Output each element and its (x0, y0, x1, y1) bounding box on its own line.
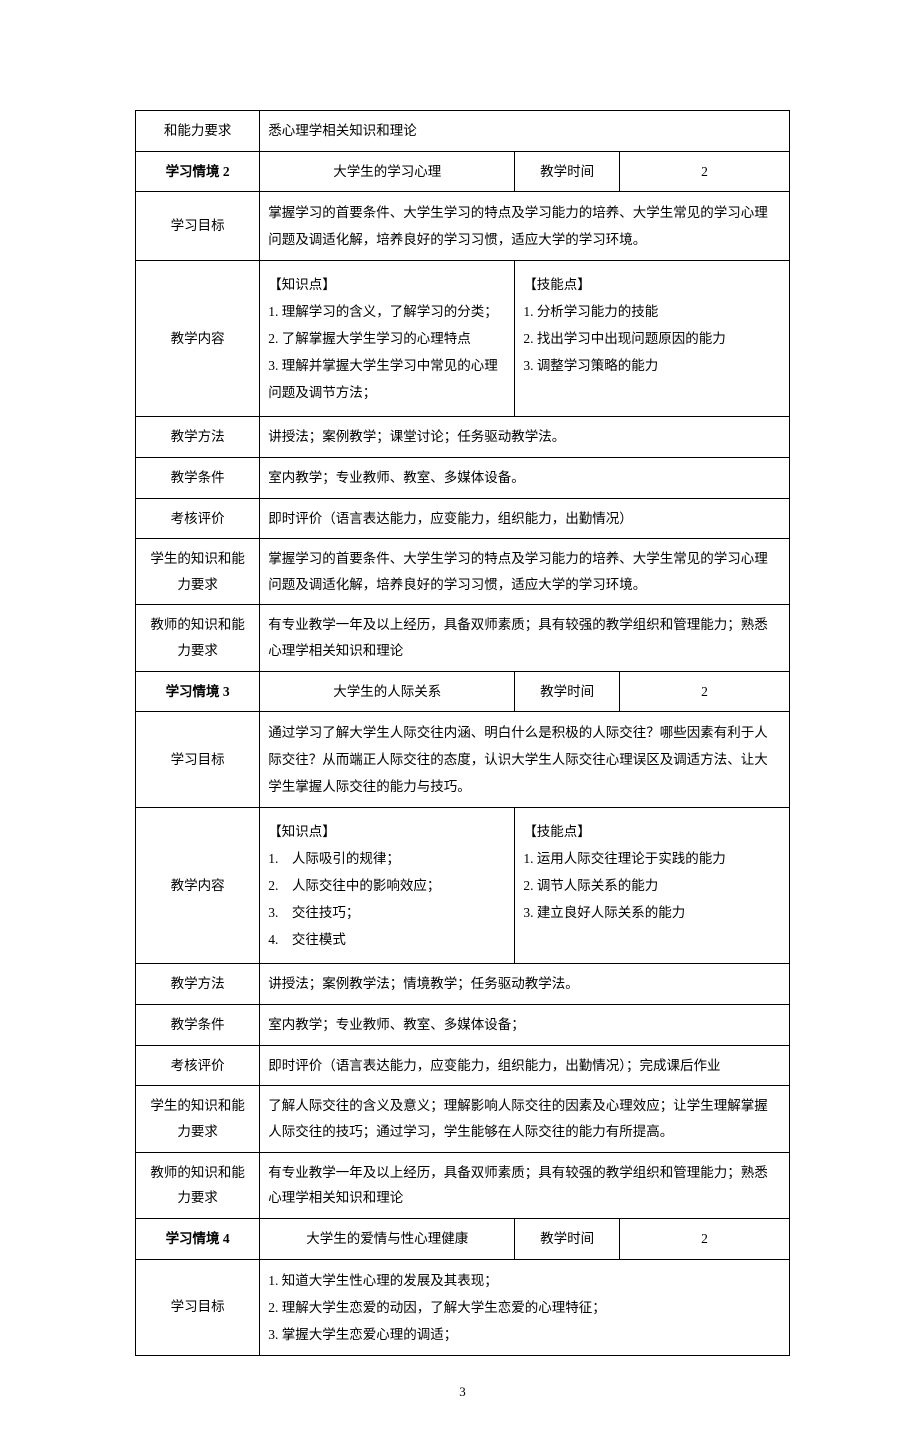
s2-student: 掌握学习的首要条件、大学生学习的特点及学习能力的培养、大学生常见的学习心理问题及… (260, 539, 790, 605)
skill-item: 3. 调整学习策略的能力 (523, 352, 781, 379)
skill-item: 3. 建立良好人际关系的能力 (523, 899, 781, 926)
s3-teacher: 有专业教学一年及以上经历，具备双师素质；具有较强的教学组织和管理能力；熟悉心理学… (260, 1152, 790, 1218)
label-evaluation: 考核评价 (136, 498, 260, 539)
knowledge-header: 【知识点】 (268, 271, 506, 298)
table-row: 学生的知识和能力要求 了解人际交往的含义及意义；理解影响人际交往的因素及心理效应… (136, 1086, 790, 1152)
label-method: 教学方法 (136, 417, 260, 458)
knowledge-item: 2. 了解掌握大学生学习的心理特点 (268, 325, 506, 352)
teacher-req-cont: 悉心理学相关知识和理论 (260, 111, 790, 152)
s3-method: 讲授法；案例教学法；情境教学；任务驱动教学法。 (260, 964, 790, 1005)
skill-item: 2. 调节人际关系的能力 (523, 872, 781, 899)
s3-skill: 【技能点】 1. 运用人际交往理论于实践的能力 2. 调节人际关系的能力 3. … (515, 808, 790, 964)
table-row: 学习目标 通过学习了解大学生人际交往内涵、明白什么是积极的人际交往？哪些因素有利… (136, 712, 790, 808)
s3-evaluation: 即时评价（语言表达能力，应变能力，组织能力，出勤情况）；完成课后作业 (260, 1045, 790, 1086)
s2-knowledge: 【知识点】 1. 理解学习的含义，了解学习的分类； 2. 了解掌握大学生学习的心… (260, 261, 515, 417)
skill-item: 2. 找出学习中出现问题原因的能力 (523, 325, 781, 352)
label-condition: 教学条件 (136, 457, 260, 498)
table-row: 学习目标 1. 知道大学生性心理的发展及其表现； 2. 理解大学生恋爱的动因，了… (136, 1259, 790, 1355)
s2-condition: 室内教学；专业教师、教室、多媒体设备。 (260, 457, 790, 498)
table-row: 考核评价 即时评价（语言表达能力，应变能力，组织能力，出勤情况） (136, 498, 790, 539)
skill-header: 【技能点】 (523, 271, 781, 298)
label-evaluation: 考核评价 (136, 1045, 260, 1086)
knowledge-item: 3. 交往技巧； (268, 899, 506, 926)
s3-knowledge: 【知识点】 1. 人际吸引的规律； 2. 人际交往中的影响效应； 3. 交往技巧… (260, 808, 515, 964)
s2-evaluation: 即时评价（语言表达能力，应变能力，组织能力，出勤情况） (260, 498, 790, 539)
s3-goal: 通过学习了解大学生人际交往内涵、明白什么是积极的人际交往？哪些因素有利于人际交往… (260, 712, 790, 808)
table-row: 学习情境 3 大学生的人际关系 教学时间 2 (136, 671, 790, 712)
label-situation-2: 学习情境 2 (136, 151, 260, 192)
s2-goal: 掌握学习的首要条件、大学生学习的特点及学习能力的培养、大学生常见的学习心理问题及… (260, 192, 790, 261)
label-goal: 学习目标 (136, 1259, 260, 1355)
table-row: 教师的知识和能力要求 有专业教学一年及以上经历，具备双师素质；具有较强的教学组织… (136, 605, 790, 671)
label-time: 教学时间 (515, 1218, 620, 1259)
s3-title: 大学生的人际关系 (260, 671, 515, 712)
label-condition: 教学条件 (136, 1005, 260, 1046)
page-number: 3 (135, 1384, 790, 1400)
label-teacher-req: 教师的知识和能力要求 (136, 1152, 260, 1218)
goal-item: 3. 掌握大学生恋爱心理的调适； (268, 1321, 781, 1348)
label-situation-4: 学习情境 4 (136, 1218, 260, 1259)
label-content: 教学内容 (136, 808, 260, 964)
curriculum-table: 和能力要求 悉心理学相关知识和理论 学习情境 2 大学生的学习心理 教学时间 2… (135, 110, 790, 1356)
s2-title: 大学生的学习心理 (260, 151, 515, 192)
label-student-req: 学生的知识和能力要求 (136, 1086, 260, 1152)
s4-time: 2 (619, 1218, 789, 1259)
table-row: 教学条件 室内教学；专业教师、教室、多媒体设备。 (136, 457, 790, 498)
table-row: 教学内容 【知识点】 1. 理解学习的含义，了解学习的分类； 2. 了解掌握大学… (136, 261, 790, 417)
table-row: 教师的知识和能力要求 有专业教学一年及以上经历，具备双师素质；具有较强的教学组织… (136, 1152, 790, 1218)
label-situation-3: 学习情境 3 (136, 671, 260, 712)
skill-item: 1. 分析学习能力的技能 (523, 298, 781, 325)
s3-condition: 室内教学；专业教师、教室、多媒体设备； (260, 1005, 790, 1046)
s2-skill: 【技能点】 1. 分析学习能力的技能 2. 找出学习中出现问题原因的能力 3. … (515, 261, 790, 417)
s4-title: 大学生的爱情与性心理健康 (260, 1218, 515, 1259)
knowledge-header: 【知识点】 (268, 818, 506, 845)
s2-teacher: 有专业教学一年及以上经历，具备双师素质；具有较强的教学组织和管理能力；熟悉心理学… (260, 605, 790, 671)
skill-item: 1. 运用人际交往理论于实践的能力 (523, 845, 781, 872)
s2-method: 讲授法；案例教学；课堂讨论；任务驱动教学法。 (260, 417, 790, 458)
knowledge-item: 4. 交往模式 (268, 926, 506, 953)
knowledge-item: 2. 人际交往中的影响效应； (268, 872, 506, 899)
table-row: 学习情境 2 大学生的学习心理 教学时间 2 (136, 151, 790, 192)
label-time: 教学时间 (515, 671, 620, 712)
label-goal: 学习目标 (136, 192, 260, 261)
label-time: 教学时间 (515, 151, 620, 192)
label-goal: 学习目标 (136, 712, 260, 808)
knowledge-item: 1. 理解学习的含义，了解学习的分类； (268, 298, 506, 325)
table-row: 学生的知识和能力要求 掌握学习的首要条件、大学生学习的特点及学习能力的培养、大学… (136, 539, 790, 605)
table-row: 学习目标 掌握学习的首要条件、大学生学习的特点及学习能力的培养、大学生常见的学习… (136, 192, 790, 261)
table-row: 教学内容 【知识点】 1. 人际吸引的规律； 2. 人际交往中的影响效应； 3.… (136, 808, 790, 964)
s4-goal: 1. 知道大学生性心理的发展及其表现； 2. 理解大学生恋爱的动因，了解大学生恋… (260, 1259, 790, 1355)
goal-item: 1. 知道大学生性心理的发展及其表现； (268, 1267, 781, 1294)
label-teacher-req: 教师的知识和能力要求 (136, 605, 260, 671)
knowledge-item: 3. 理解并掌握大学生学习中常见的心理问题及调节方法； (268, 352, 506, 406)
table-row: 教学方法 讲授法；案例教学法；情境教学；任务驱动教学法。 (136, 964, 790, 1005)
goal-item: 2. 理解大学生恋爱的动因，了解大学生恋爱的心理特征； (268, 1294, 781, 1321)
label-ability-req: 和能力要求 (136, 111, 260, 152)
table-row: 和能力要求 悉心理学相关知识和理论 (136, 111, 790, 152)
label-content: 教学内容 (136, 261, 260, 417)
label-student-req: 学生的知识和能力要求 (136, 539, 260, 605)
table-row: 考核评价 即时评价（语言表达能力，应变能力，组织能力，出勤情况）；完成课后作业 (136, 1045, 790, 1086)
label-method: 教学方法 (136, 964, 260, 1005)
knowledge-item: 1. 人际吸引的规律； (268, 845, 506, 872)
skill-header: 【技能点】 (523, 818, 781, 845)
s3-time: 2 (619, 671, 789, 712)
table-row: 教学条件 室内教学；专业教师、教室、多媒体设备； (136, 1005, 790, 1046)
s2-time: 2 (619, 151, 789, 192)
table-row: 教学方法 讲授法；案例教学；课堂讨论；任务驱动教学法。 (136, 417, 790, 458)
s3-student: 了解人际交往的含义及意义；理解影响人际交往的因素及心理效应；让学生理解掌握人际交… (260, 1086, 790, 1152)
table-row: 学习情境 4 大学生的爱情与性心理健康 教学时间 2 (136, 1218, 790, 1259)
